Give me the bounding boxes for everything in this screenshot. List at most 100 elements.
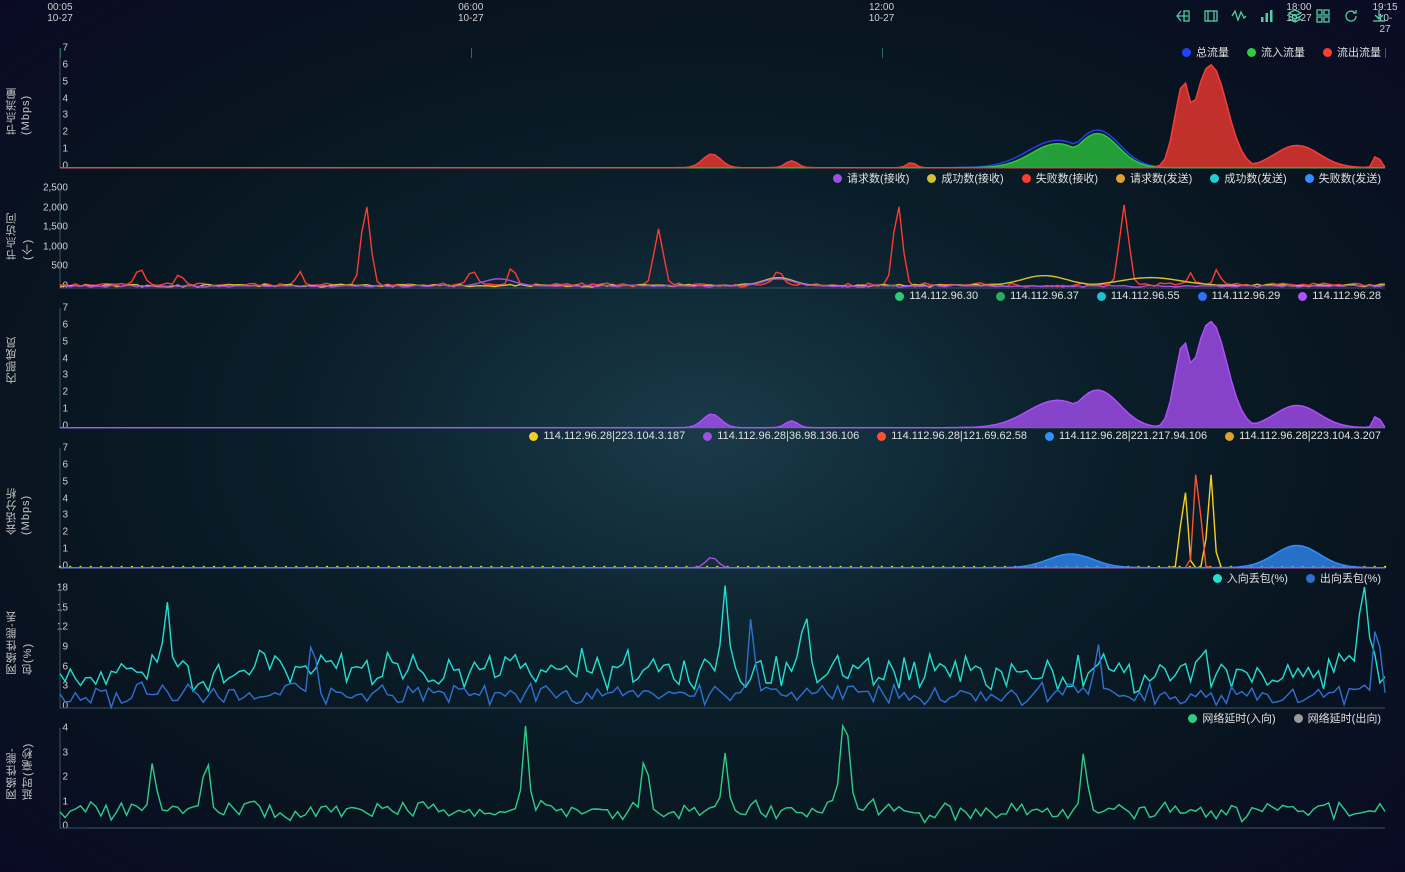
bars-icon[interactable] xyxy=(1259,8,1275,24)
legend-dot-icon xyxy=(1116,174,1125,183)
chart-column: 节点流量(Mbps)01234567总流量流入流量流出流量00:0510-270… xyxy=(0,30,1405,872)
legend-label: 114.112.96.28 xyxy=(1312,290,1381,302)
chart-plot[interactable] xyxy=(60,728,1385,828)
legend-dot-icon xyxy=(1323,48,1332,57)
chart-toolbar xyxy=(1175,8,1387,24)
xtick: 00:0510-27 xyxy=(47,2,73,24)
legend-label: 失败数(接收) xyxy=(1036,170,1098,186)
wave-icon[interactable] xyxy=(1231,8,1247,24)
legend-item[interactable]: 成功数(发送) xyxy=(1210,170,1286,186)
legend-dot-icon xyxy=(1305,174,1314,183)
legend-item[interactable]: 网络延时(出向) xyxy=(1294,710,1381,726)
legend-item[interactable]: 请求数(发送) xyxy=(1116,170,1192,186)
legend-item[interactable]: 入向丢包(%) xyxy=(1213,570,1288,586)
legend-label: 网络延时(出向) xyxy=(1308,710,1381,726)
chart-ylabel: 网络性能-延时(毫秒) xyxy=(4,740,36,800)
legend-label: 请求数(发送) xyxy=(1130,170,1192,186)
legend-dot-icon xyxy=(895,292,904,301)
legend-item[interactable]: 总流量 xyxy=(1182,44,1229,60)
legend-dot-icon xyxy=(1306,574,1315,583)
chart-legend: 入向丢包(%) 出向丢包(%) xyxy=(1213,570,1381,586)
legend-label: 流入流量 xyxy=(1261,44,1305,60)
chart-plot[interactable] xyxy=(60,48,1385,168)
legend-label: 114.112.96.30 xyxy=(909,290,978,302)
chart-traffic: 节点流量(Mbps)01234567总流量流入流量流出流量00:0510-270… xyxy=(0,30,1405,170)
legend-label: 入向丢包(%) xyxy=(1227,570,1288,586)
chart-ylabel: 内部成员 xyxy=(4,336,20,384)
xtick-guide xyxy=(882,48,883,58)
legend-item[interactable]: 114.112.96.28|223.104.3.207 xyxy=(1225,430,1381,442)
legend-item[interactable]: 流出流量 xyxy=(1323,44,1381,60)
grid-icon[interactable] xyxy=(1315,8,1331,24)
xtick: 06:0010-27 xyxy=(458,2,484,24)
layers-icon[interactable] xyxy=(1287,8,1303,24)
legend-item[interactable]: 114.112.96.28|121.69.62.58 xyxy=(877,430,1027,442)
refresh-icon[interactable] xyxy=(1343,8,1359,24)
chart-members: 内部成员01234567114.112.96.30114.112.96.3711… xyxy=(0,290,1405,430)
zoom-back-icon[interactable] xyxy=(1175,8,1191,24)
chart-loss: 网络性能-丢包(%)0369121518入向丢包(%)出向丢包(%) xyxy=(0,570,1405,710)
legend-item[interactable]: 114.112.96.28 xyxy=(1298,290,1381,302)
legend-dot-icon xyxy=(996,292,1005,301)
legend-item[interactable]: 114.112.96.28|221.217.94.106 xyxy=(1045,430,1207,442)
legend-label: 114.112.96.55 xyxy=(1111,290,1180,302)
legend-dot-icon xyxy=(529,432,538,441)
legend-item[interactable]: 流入流量 xyxy=(1247,44,1305,60)
chart-access: 节点访问(个)05001,0001,5002,0002,500请求数(接收)成功… xyxy=(0,170,1405,290)
legend-dot-icon xyxy=(1188,714,1197,723)
zoom-select-icon[interactable] xyxy=(1203,8,1219,24)
legend-label: 114.112.96.29 xyxy=(1212,290,1281,302)
download-icon[interactable] xyxy=(1371,8,1387,24)
legend-item[interactable]: 114.112.96.55 xyxy=(1097,290,1180,302)
legend-dot-icon xyxy=(1022,174,1031,183)
chart-legend: 网络延时(入向) 网络延时(出向) xyxy=(1188,710,1381,726)
legend-label: 114.112.96.28|36.98.136.106 xyxy=(717,430,859,442)
legend-label: 网络延时(入向) xyxy=(1202,710,1275,726)
legend-item[interactable]: 出向丢包(%) xyxy=(1306,570,1381,586)
legend-item[interactable]: 网络延时(入向) xyxy=(1188,710,1275,726)
legend-label: 114.112.96.28|121.69.62.58 xyxy=(891,430,1027,442)
legend-dot-icon xyxy=(1182,48,1191,57)
chart-sessions: 会话分析(Mbps)01234567114.112.96.28|223.104.… xyxy=(0,430,1405,570)
legend-item[interactable]: 114.112.96.29 xyxy=(1198,290,1281,302)
chart-plot[interactable] xyxy=(60,588,1385,708)
chart-legend: 114.112.96.30 114.112.96.37 114.112.96.55 1… xyxy=(895,290,1381,302)
chart-plot[interactable] xyxy=(60,188,1385,288)
legend-dot-icon xyxy=(927,174,936,183)
legend-item[interactable]: 114.112.96.30 xyxy=(895,290,978,302)
legend-label: 出向丢包(%) xyxy=(1320,570,1381,586)
legend-item[interactable]: 114.112.96.28|36.98.136.106 xyxy=(703,430,859,442)
legend-dot-icon xyxy=(1097,292,1106,301)
xtick-guide xyxy=(60,48,61,58)
legend-item[interactable]: 114.112.96.37 xyxy=(996,290,1079,302)
legend-item[interactable]: 成功数(接收) xyxy=(927,170,1003,186)
legend-label: 114.112.96.28|223.104.3.187 xyxy=(543,430,685,442)
legend-label: 失败数(发送) xyxy=(1319,170,1381,186)
legend-item[interactable]: 请求数(接收) xyxy=(833,170,909,186)
xtick-guide xyxy=(1385,48,1386,58)
legend-dot-icon xyxy=(1213,574,1222,583)
legend-dot-icon xyxy=(1045,432,1054,441)
legend-dot-icon xyxy=(1294,714,1303,723)
chart-ylabel: 网络性能-丢包(%) xyxy=(4,605,36,675)
chart-ylabel: 节点访问(个) xyxy=(4,200,36,260)
legend-label: 114.112.96.28|221.217.94.106 xyxy=(1059,430,1207,442)
legend-label: 114.112.96.37 xyxy=(1010,290,1079,302)
legend-label: 成功数(接收) xyxy=(941,170,1003,186)
legend-label: 114.112.96.28|223.104.3.207 xyxy=(1239,430,1381,442)
legend-item[interactable]: 失败数(接收) xyxy=(1022,170,1098,186)
chart-legend: 114.112.96.28|223.104.3.187 114.112.96.28… xyxy=(529,430,1381,442)
chart-ylabel: 节点流量(Mbps) xyxy=(4,65,32,135)
chart-plot[interactable] xyxy=(60,308,1385,428)
legend-dot-icon xyxy=(1247,48,1256,57)
legend-dot-icon xyxy=(703,432,712,441)
legend-item[interactable]: 失败数(发送) xyxy=(1305,170,1381,186)
xtick: 12:0010-27 xyxy=(869,2,895,24)
legend-label: 流出流量 xyxy=(1337,44,1381,60)
legend-dot-icon xyxy=(1210,174,1219,183)
legend-item[interactable]: 114.112.96.28|223.104.3.187 xyxy=(529,430,685,442)
legend-label: 请求数(接收) xyxy=(847,170,909,186)
chart-plot[interactable] xyxy=(60,448,1385,568)
xtick-guide xyxy=(471,48,472,58)
legend-dot-icon xyxy=(1298,292,1307,301)
